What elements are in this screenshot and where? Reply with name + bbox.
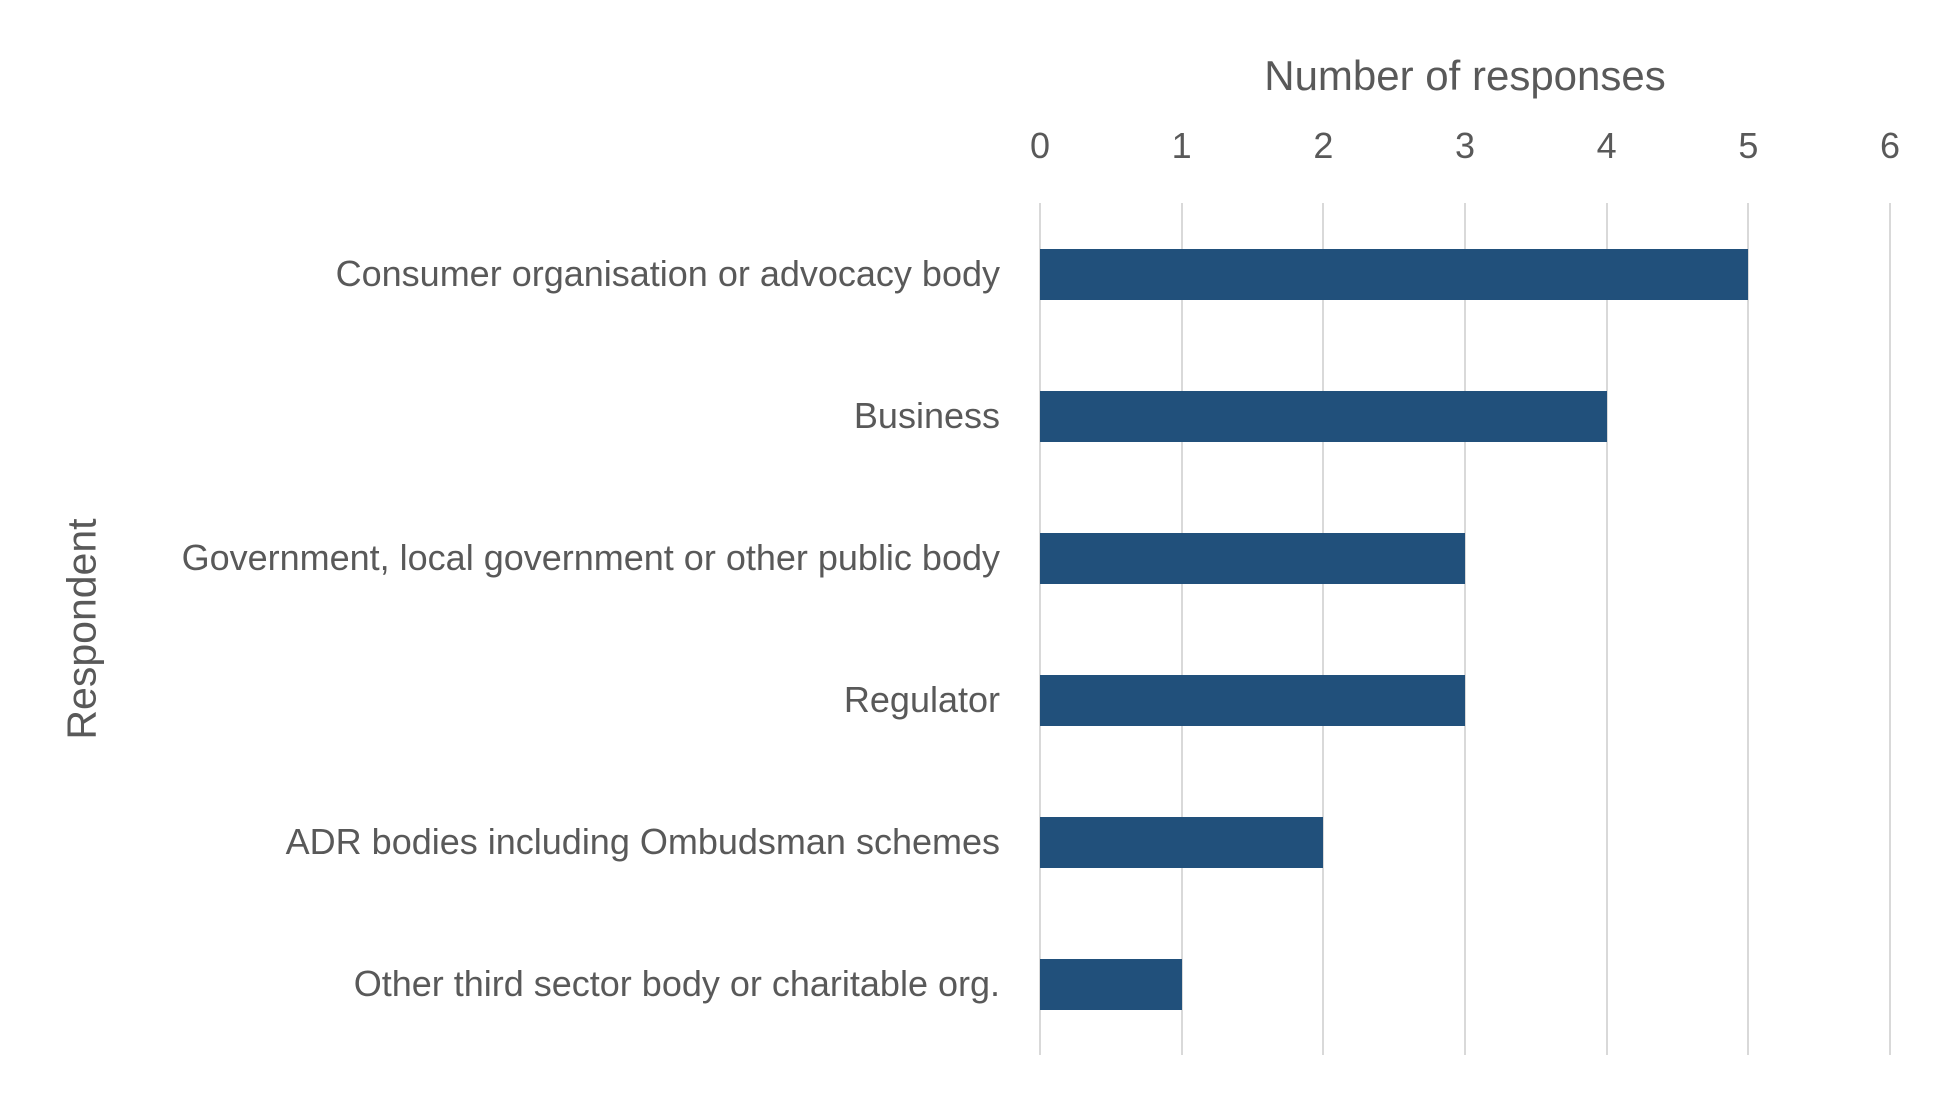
bar-0 [1040, 248, 1749, 300]
x-tick-label-1: 1 [1171, 125, 1192, 166]
bar-4 [1040, 816, 1324, 868]
gridline-0 [1039, 203, 1041, 1055]
category-label-2: Government, local government or other pu… [181, 537, 1000, 578]
category-label-4: ADR bodies including Ombudsman schemes [285, 821, 1000, 862]
category-label-0: Consumer organisation or advocacy body [335, 253, 1000, 294]
gridline-1 [1180, 203, 1183, 1055]
x-tick-label-6: 6 [1879, 125, 1901, 166]
bar-5 [1040, 958, 1182, 1010]
x-tick-label-0: 0 [1029, 125, 1051, 166]
gridline-2 [1322, 203, 1325, 1055]
gridline-5 [1747, 203, 1750, 1055]
category-label-1: Business [853, 395, 1000, 436]
gridline-6 [1889, 203, 1891, 1055]
x-tick-label-5: 5 [1738, 125, 1759, 166]
gridline-3 [1464, 203, 1466, 1055]
category-label-3: Regulator [843, 679, 1000, 720]
gridline-4 [1605, 203, 1608, 1055]
bar-3 [1040, 674, 1465, 726]
x-axis-title: Number of responses [1264, 52, 1666, 99]
category-label-5: Other third sector body or charitable or… [353, 963, 1000, 1004]
x-tick-label-2: 2 [1313, 125, 1334, 166]
x-tick-label-4: 4 [1596, 125, 1617, 166]
bar-2 [1040, 532, 1465, 584]
bar-1 [1040, 390, 1607, 442]
x-tick-label-3: 3 [1454, 125, 1476, 166]
